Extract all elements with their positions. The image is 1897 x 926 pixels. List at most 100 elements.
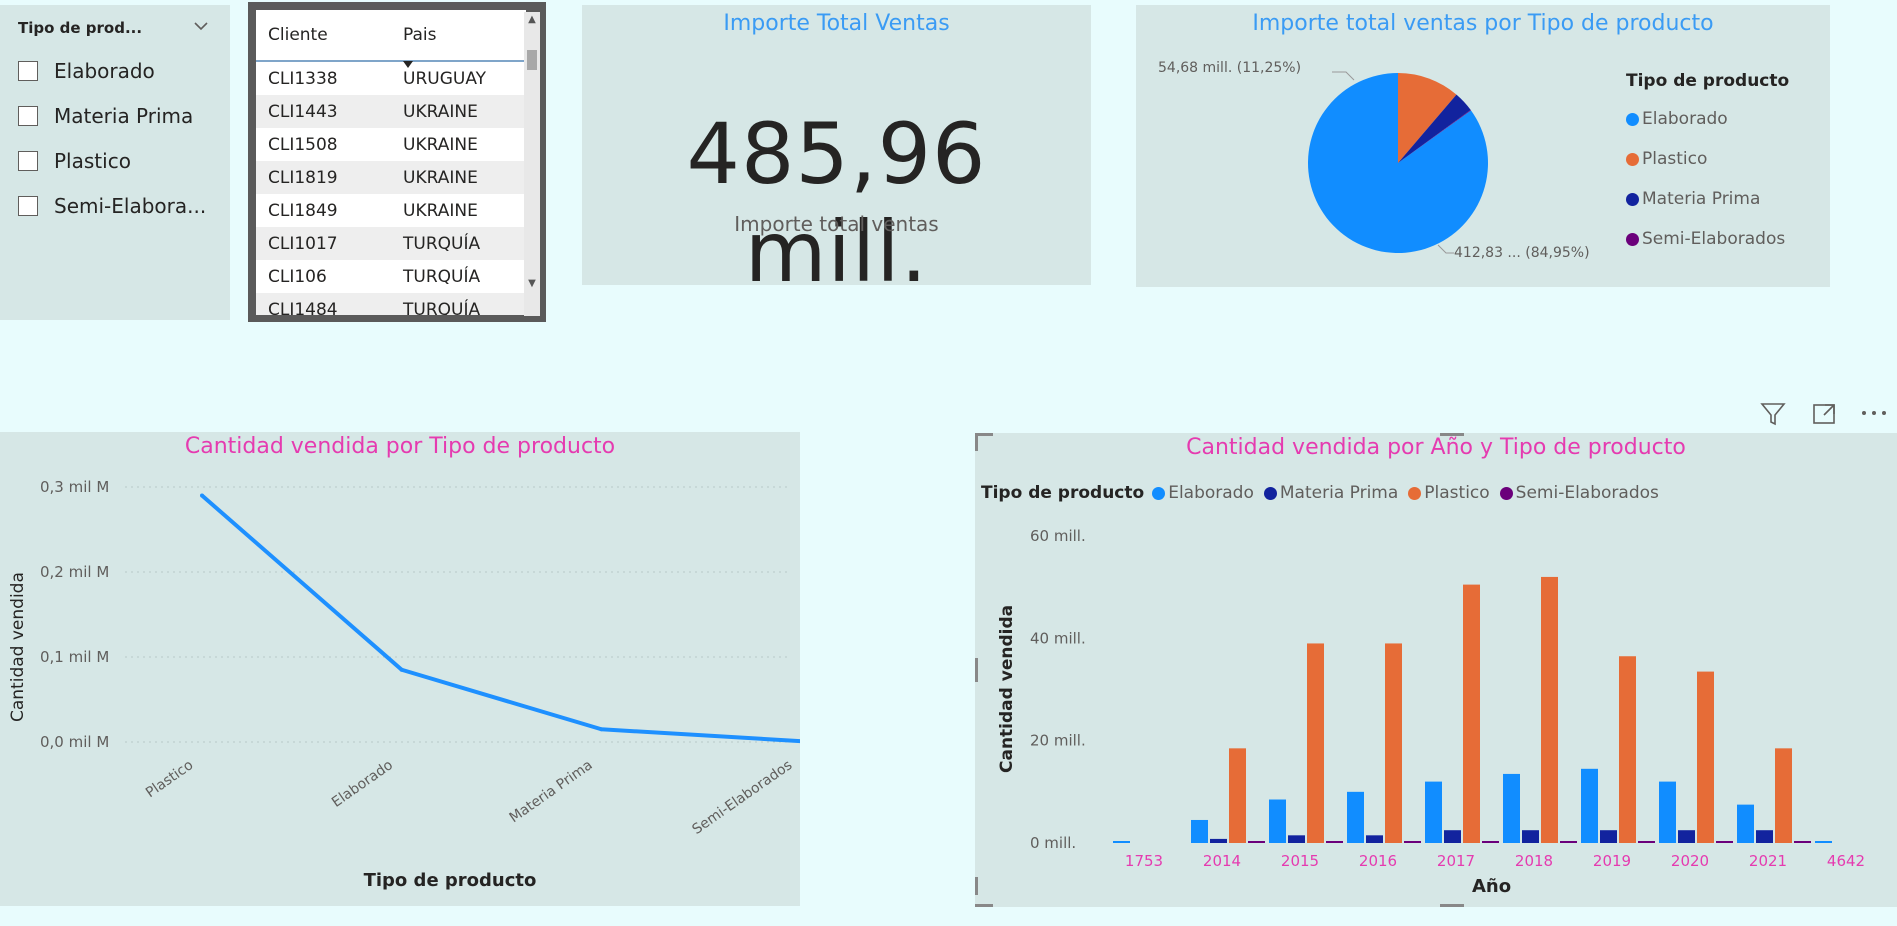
legend-label: Materia Prima [1642, 189, 1761, 209]
x-tick-label: 2017 [1437, 852, 1475, 870]
cell-cliente: CLI1338 [268, 68, 338, 89]
resize-handle[interactable] [975, 877, 978, 895]
checkbox[interactable] [18, 151, 38, 171]
column-header-cliente[interactable]: Cliente [268, 25, 328, 45]
bar-plastico [1775, 748, 1792, 843]
legend-dot [1626, 232, 1639, 246]
total-sales-card: Importe Total Ventas 485,96 mill. Import… [582, 5, 1091, 301]
x-tick-label: 2016 [1359, 852, 1397, 870]
scroll-thumb[interactable] [527, 50, 537, 70]
legend-label-plastico[interactable]: Plastico [1424, 483, 1490, 503]
leader-line-elaborado [1437, 244, 1454, 254]
bar-materia-prima [1288, 835, 1305, 843]
table-row[interactable]: CLI1819 UKRAINE [256, 161, 526, 194]
x-tick-label: 1753 [1125, 852, 1163, 870]
bar-semi-elaborados [1560, 841, 1577, 843]
quantity-by-year-bar[interactable]: Cantidad vendida por Año y Tipo de produ… [975, 433, 1897, 907]
scroll-down-icon[interactable]: ▼ [528, 278, 536, 289]
slicer-item-label: Materia Prima [54, 104, 194, 128]
legend-title: Tipo de producto [981, 483, 1145, 503]
bar-elaborado [1815, 841, 1832, 843]
legend-item-plastico[interactable]: Plastico [1626, 149, 1707, 169]
table-body: Cliente Pais CLI1338 URUGUAY CLI1443 UKRAI… [256, 10, 526, 315]
table-row[interactable]: CLI1017 TURQUÍA [256, 227, 526, 260]
checkbox[interactable] [18, 106, 38, 126]
resize-handle[interactable] [975, 433, 993, 436]
x-tick-label: 2021 [1749, 852, 1787, 870]
cell-cliente: CLI106 [268, 266, 327, 287]
bar-semi-elaborados [1716, 841, 1733, 843]
scroll-up-icon[interactable]: ▲ [528, 14, 536, 25]
bar-elaborado [1269, 799, 1286, 843]
checkbox[interactable] [18, 196, 38, 216]
bar-materia-prima [1678, 830, 1695, 843]
legend-label-semi-elaborados[interactable]: Semi-Elaborados [1515, 483, 1659, 503]
checkbox[interactable] [18, 61, 38, 81]
filter-icon[interactable] [1755, 395, 1791, 431]
resize-handle[interactable] [975, 433, 978, 451]
slicer-item-semi-elaborados[interactable]: Semi-Elabora... [18, 192, 206, 220]
resize-handle[interactable] [1440, 433, 1464, 436]
sales-by-product-type-pie: Importe total ventas por Tipo de product… [1136, 5, 1830, 287]
chart-title: Cantidad vendida por Tipo de producto [184, 434, 616, 459]
quantity-by-product-type-line: Cantidad vendida por Tipo de producto 0,… [0, 432, 800, 906]
bar-chart-svg: 60 mill. 40 mill. 20 mill. 0 mill. 1753 2014 2… [1030, 527, 1865, 870]
resize-handle[interactable] [975, 904, 993, 907]
bar-materia-prima [1210, 838, 1227, 843]
legend-label-elaborado[interactable]: Elaborado [1168, 483, 1254, 503]
table-row[interactable]: CLI1443 UKRAINE [256, 95, 526, 128]
cell-cliente: CLI1508 [268, 134, 338, 155]
chevron-down-icon[interactable] [192, 19, 210, 33]
bar-semi-elaborados [1638, 841, 1655, 843]
resize-handle[interactable] [975, 658, 978, 682]
legend-dot [1626, 112, 1639, 126]
table-header: Cliente Pais [256, 10, 526, 68]
legend-label-materia-prima[interactable]: Materia Prima [1279, 483, 1399, 503]
legend-dot [1263, 486, 1277, 500]
table-row[interactable]: CLI1484 TURQUÍA [256, 293, 526, 315]
x-tick-label: 2018 [1515, 852, 1553, 870]
slicer-item-label: Plastico [54, 149, 131, 173]
cell-cliente: CLI1819 [268, 167, 338, 188]
bar-semi-elaborados [1482, 841, 1499, 843]
cell-cliente: CLI1849 [268, 200, 338, 221]
table-row[interactable]: CLI1508 UKRAINE [256, 128, 526, 161]
bar-elaborado [1347, 791, 1364, 843]
table-scrollbar[interactable]: ▲ ▼ [524, 12, 540, 316]
more-options-icon[interactable] [1856, 395, 1892, 431]
resize-handle[interactable] [1440, 904, 1464, 907]
table-row[interactable]: CLI1849 UKRAINE [256, 194, 526, 227]
focus-mode-icon[interactable] [1806, 395, 1842, 431]
column-header-pais[interactable]: Pais [391, 25, 526, 68]
y-axis-label: Cantidad vendida [997, 604, 1017, 773]
slicer-item-plastico[interactable]: Plastico [18, 147, 131, 175]
bar-semi-elaborados [1248, 841, 1265, 843]
bar-materia-prima [1444, 830, 1461, 843]
legend-dot [1499, 486, 1513, 500]
y-tick-label: 0,3 mil M [40, 478, 109, 496]
y-tick-label: 60 mill. [1030, 527, 1086, 545]
table-row[interactable]: CLI106 TURQUÍA [256, 260, 526, 293]
bar-materia-prima [1600, 830, 1617, 843]
y-tick-label: 0,0 mil M [40, 733, 109, 751]
legend-item-semi-elaborados[interactable]: Semi-Elaborados [1626, 229, 1785, 249]
cell-pais: TURQUÍA [403, 233, 481, 254]
slicer-item-materia-prima[interactable]: Materia Prima [18, 102, 193, 130]
legend-item-elaborado[interactable]: Elaborado [1626, 109, 1728, 129]
x-tick-label: 4642 [1827, 852, 1865, 870]
cell-pais: UKRAINE [403, 167, 478, 188]
y-tick-label: 0 mill. [1030, 834, 1076, 852]
bar-elaborado [1191, 819, 1208, 843]
bar-elaborado [1581, 768, 1598, 843]
data-point [200, 493, 204, 498]
slicer-item-elaborado[interactable]: Elaborado [18, 57, 155, 85]
pie-slice-semi-elaborados [1398, 109, 1471, 163]
x-tick-label: Elaborado [329, 757, 396, 811]
column-header-label: Pais [403, 25, 437, 45]
card-title: Importe Total Ventas [723, 11, 950, 36]
y-tick-label: 20 mill. [1030, 732, 1086, 750]
legend-item-materia-prima[interactable]: Materia Prima [1626, 189, 1760, 209]
bar-elaborado [1113, 841, 1130, 843]
table-row[interactable]: CLI1338 URUGUAY [256, 62, 526, 95]
bar-plastico [1619, 656, 1636, 843]
